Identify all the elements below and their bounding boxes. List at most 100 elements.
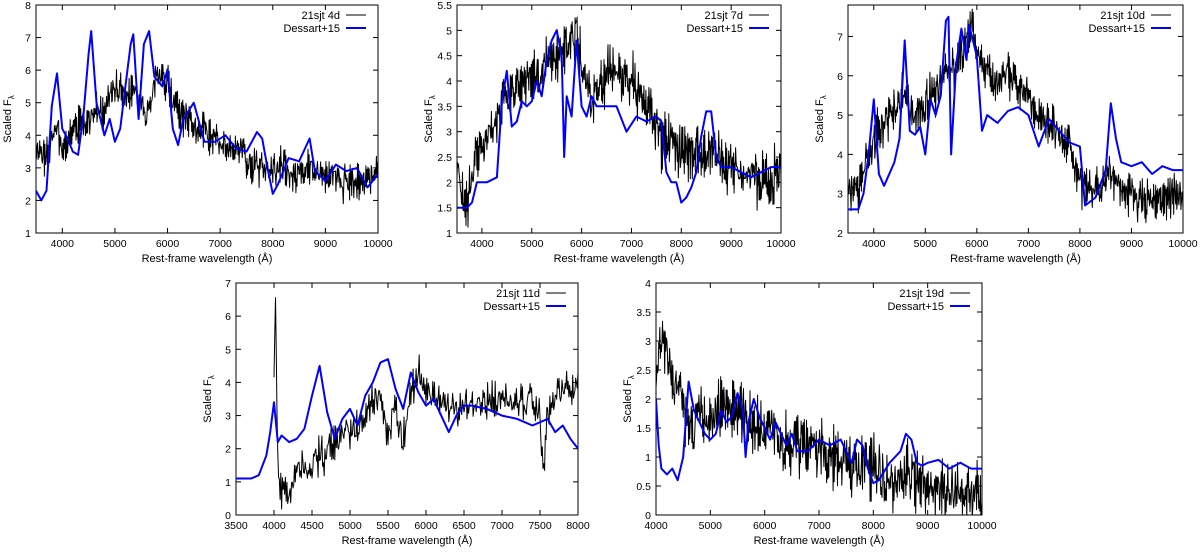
y-tick-label: 7: [25, 33, 31, 45]
plot-frame: [235, 282, 579, 516]
y-tick-label: 1.5: [437, 203, 452, 215]
y-tick-label: 0: [225, 510, 231, 522]
x-tick-label: 9000: [916, 520, 940, 532]
y-axis-label: Scaled Fλ: [814, 95, 828, 142]
x-tick-label: 5000: [914, 238, 938, 250]
x-tick-label: 7000: [1017, 238, 1041, 250]
chart-panel-5: 4000 5000 6000 7000 8000 9000 10000 0 0.5 1 1.5 2 2.…: [622, 278, 997, 547]
y-tick-label: 4: [225, 377, 231, 389]
y-axis-label: Scaled Fλ: [2, 95, 16, 142]
x-tick-label: 8000: [862, 520, 886, 532]
x-tick-label: 5000: [520, 238, 544, 250]
chart-panel-4: 3500 4000 4500 5000 5500 6000 6500 7000 7500 8000…: [202, 278, 590, 547]
y-axis-label-subscript: λ: [819, 95, 828, 99]
y-tick-label: 0: [645, 510, 651, 522]
y-tick-label: 1: [25, 228, 31, 240]
chart-panel-1: 4000 5000 6000 7000 8000 9000 10000 1 2 3 4 5 6 7 8 Res…: [2, 0, 393, 265]
x-tick-label: 10000: [766, 238, 795, 250]
x-tick-label: 8000: [261, 238, 285, 250]
y-tick-label: 0.5: [636, 481, 651, 493]
y-axis-label-subscript: λ: [627, 375, 636, 379]
x-axis-label: Rest-frame wavelength (Å): [342, 534, 473, 547]
legend-label: Dessart+15: [1088, 23, 1145, 35]
x-tick-label: 6000: [156, 238, 180, 250]
y-tick-label: 1: [225, 477, 231, 489]
y-axis-label: Scaled Fλ: [202, 375, 216, 422]
y-axis-label-subscript: λ: [7, 95, 16, 99]
x-axis-label: Rest-frame wavelength (Å): [554, 252, 685, 265]
legend-label: 21sjt 19d: [899, 288, 944, 300]
x-tick-label: 5000: [103, 238, 127, 250]
x-tick-label: 6000: [965, 238, 989, 250]
y-tick-label: 4: [25, 130, 31, 142]
series-line-2: [457, 29, 781, 209]
y-tick-label: 2: [837, 228, 843, 240]
x-tick-label: 4000: [644, 520, 668, 532]
y-tick-label: 2: [645, 394, 651, 406]
x-tick-label: 9000: [1120, 238, 1144, 250]
x-tick-label: 5000: [699, 520, 723, 532]
series-line-2: [656, 380, 982, 485]
x-tick-label: 4000: [51, 238, 75, 250]
y-tick-label: 5: [446, 25, 452, 37]
x-tick-label: 8000: [1068, 238, 1092, 250]
x-tick-label: 10000: [1168, 238, 1197, 250]
series-line-1: [457, 16, 781, 228]
y-tick-label: 7: [837, 31, 843, 43]
y-tick-label: 5.5: [437, 0, 452, 12]
y-tick-label: 8: [25, 0, 31, 12]
series-line-1: [273, 297, 578, 510]
x-axis-label: Rest-frame wavelength (Å): [950, 252, 1081, 265]
legend-label: Dessart+15: [283, 23, 340, 35]
y-tick-label: 5: [25, 98, 31, 110]
plot-frame: [847, 4, 1184, 234]
y-tick-label: 2: [446, 177, 452, 189]
y-tick-label: 6: [225, 311, 231, 323]
chart-panel-3: 4000 5000 6000 7000 8000 9000 10000 2 3 4 5 6 7 Rest-…: [814, 4, 1198, 265]
x-tick-label: 7000: [490, 520, 514, 532]
x-tick-label: 4000: [262, 520, 286, 532]
x-tick-label: 6000: [753, 520, 777, 532]
y-tick-label: 1: [446, 228, 452, 240]
plot-frame: [456, 4, 782, 234]
series-line-1: [656, 320, 982, 515]
y-tick-label: 6: [837, 71, 843, 83]
x-tick-label: 4500: [300, 520, 324, 532]
series-line-1: [36, 64, 378, 205]
x-tick-label: 9000: [719, 238, 743, 250]
legend-label: Dessart+15: [887, 301, 944, 313]
y-tick-label: 2: [225, 444, 231, 456]
x-tick-label: 8000: [566, 520, 590, 532]
plot-frame: [35, 4, 379, 234]
x-tick-label: 7000: [807, 520, 831, 532]
y-tick-label: 3.5: [636, 307, 651, 319]
legend-label: 21sjt 11d: [496, 288, 540, 300]
x-tick-label: 5500: [376, 520, 400, 532]
y-tick-label: 2.5: [636, 365, 651, 377]
x-tick-label: 10000: [363, 238, 392, 250]
x-tick-label: 3500: [224, 520, 248, 532]
x-tick-label: 10000: [967, 520, 996, 532]
y-tick-label: 5: [225, 344, 231, 356]
legend-label: Dessart+15: [483, 301, 540, 313]
x-tick-label: 7000: [208, 238, 232, 250]
legend-label: Dessart+15: [686, 23, 743, 35]
y-tick-label: 1: [645, 452, 651, 464]
series-line-2: [848, 15, 1183, 211]
y-axis-label: Scaled Fλ: [423, 95, 437, 142]
y-axis-label: Scaled Fλ: [622, 375, 636, 422]
x-axis-label: Rest-frame wavelength (Å): [754, 534, 885, 547]
x-tick-label: 9000: [314, 238, 338, 250]
y-tick-label: 4.5: [437, 51, 452, 63]
chart-panel-2: 4000 5000 6000 7000 8000 9000 10000 1 1.5 2 2.5 3 3.…: [423, 0, 796, 265]
y-tick-label: 3: [837, 189, 843, 201]
y-tick-label: 7: [225, 278, 231, 290]
y-tick-label: 3.5: [437, 101, 452, 113]
x-tick-label: 7500: [528, 520, 552, 532]
y-axis-label-subscript: λ: [207, 375, 216, 379]
legend-label: 21sjt 7d: [704, 10, 743, 22]
x-axis-label: Rest-frame wavelength (Å): [142, 252, 273, 265]
y-tick-label: 4: [645, 278, 651, 290]
